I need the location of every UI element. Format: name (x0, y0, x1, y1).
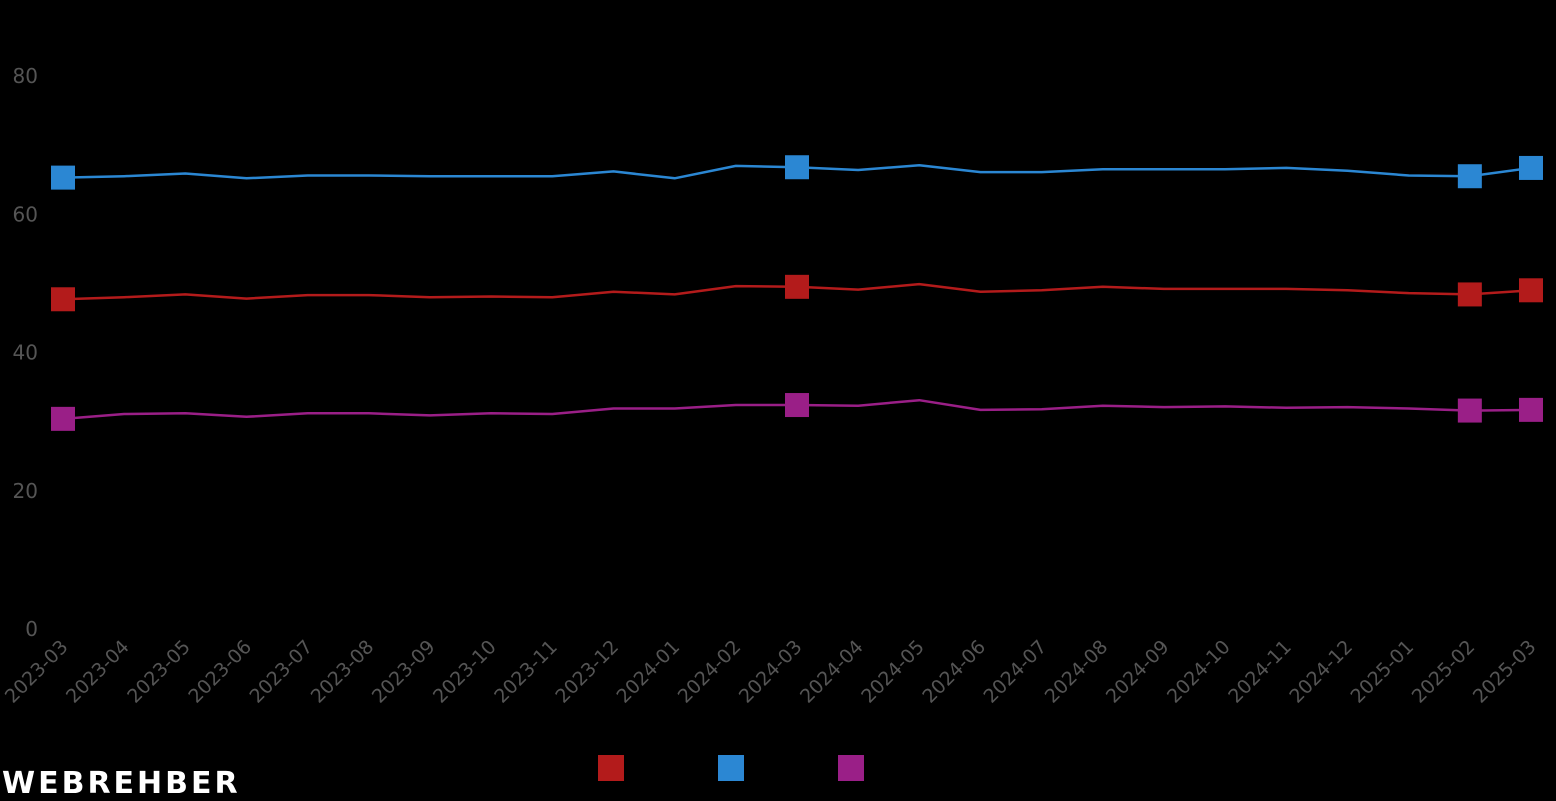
y-axis: 0 20 40 60 80 (13, 64, 38, 641)
chart-legend (0, 755, 1556, 781)
legend-item-3 (838, 755, 958, 781)
y-tick-label: 80 (13, 64, 38, 88)
x-tick-label: 2024-01 (613, 636, 685, 708)
brand-logo: WEBREHBER (2, 766, 241, 801)
x-tick-label: 2023-09 (368, 636, 440, 708)
series-3 (51, 393, 1543, 431)
x-tick-label: 2023-03 (1, 636, 73, 708)
x-tick-label: 2023-04 (62, 636, 134, 708)
series-marker (1519, 397, 1543, 422)
x-tick-label: 2024-09 (1102, 636, 1174, 708)
series-1 (51, 274, 1543, 312)
x-tick-label: 2023-06 (184, 636, 256, 708)
series-marker (1457, 164, 1482, 189)
x-tick-label: 2024-12 (1285, 636, 1357, 708)
series-marker (51, 406, 75, 431)
x-tick-label: 2025-03 (1469, 636, 1541, 708)
y-tick-label: 20 (13, 479, 38, 503)
legend-item-1 (598, 755, 718, 781)
x-tick-label: 2023-07 (246, 636, 318, 708)
x-axis: 2023-032023-042023-052023-062023-072023-… (1, 636, 1541, 708)
x-tick-label: 2024-05 (857, 636, 929, 708)
x-tick-label: 2024-10 (1163, 636, 1235, 708)
x-tick-label: 2024-11 (1224, 636, 1296, 708)
legend-item-2 (718, 755, 838, 781)
y-tick-label: 60 (13, 202, 38, 226)
y-tick-label: 40 (13, 341, 38, 365)
series-marker (1457, 398, 1482, 423)
series-marker (1519, 155, 1543, 180)
x-tick-label: 2024-08 (1041, 636, 1113, 708)
series-marker (51, 287, 75, 312)
series-marker (785, 393, 809, 418)
x-tick-label: 2025-01 (1347, 636, 1419, 708)
x-tick-label: 2023-10 (429, 636, 501, 708)
legend-swatch (718, 755, 744, 781)
x-tick-label: 2023-11 (490, 636, 562, 708)
x-tick-label: 2023-05 (123, 636, 195, 708)
x-tick-label: 2024-02 (674, 636, 746, 708)
x-tick-label: 2024-04 (796, 636, 868, 708)
x-tick-label: 2025-02 (1408, 636, 1480, 708)
legend-swatch (838, 755, 864, 781)
x-tick-label: 2024-03 (735, 636, 807, 708)
series-marker (1519, 278, 1543, 303)
series-marker (1457, 282, 1482, 307)
x-tick-label: 2024-07 (980, 636, 1052, 708)
y-tick-label: 0 (25, 617, 38, 641)
x-tick-label: 2023-12 (551, 636, 623, 708)
series-marker (785, 274, 809, 299)
legend-swatch (598, 755, 624, 781)
x-tick-label: 2024-06 (918, 636, 990, 708)
series-marker (785, 155, 809, 180)
series-marker (51, 165, 75, 190)
series-2 (51, 155, 1543, 190)
x-tick-label: 2023-08 (307, 636, 379, 708)
